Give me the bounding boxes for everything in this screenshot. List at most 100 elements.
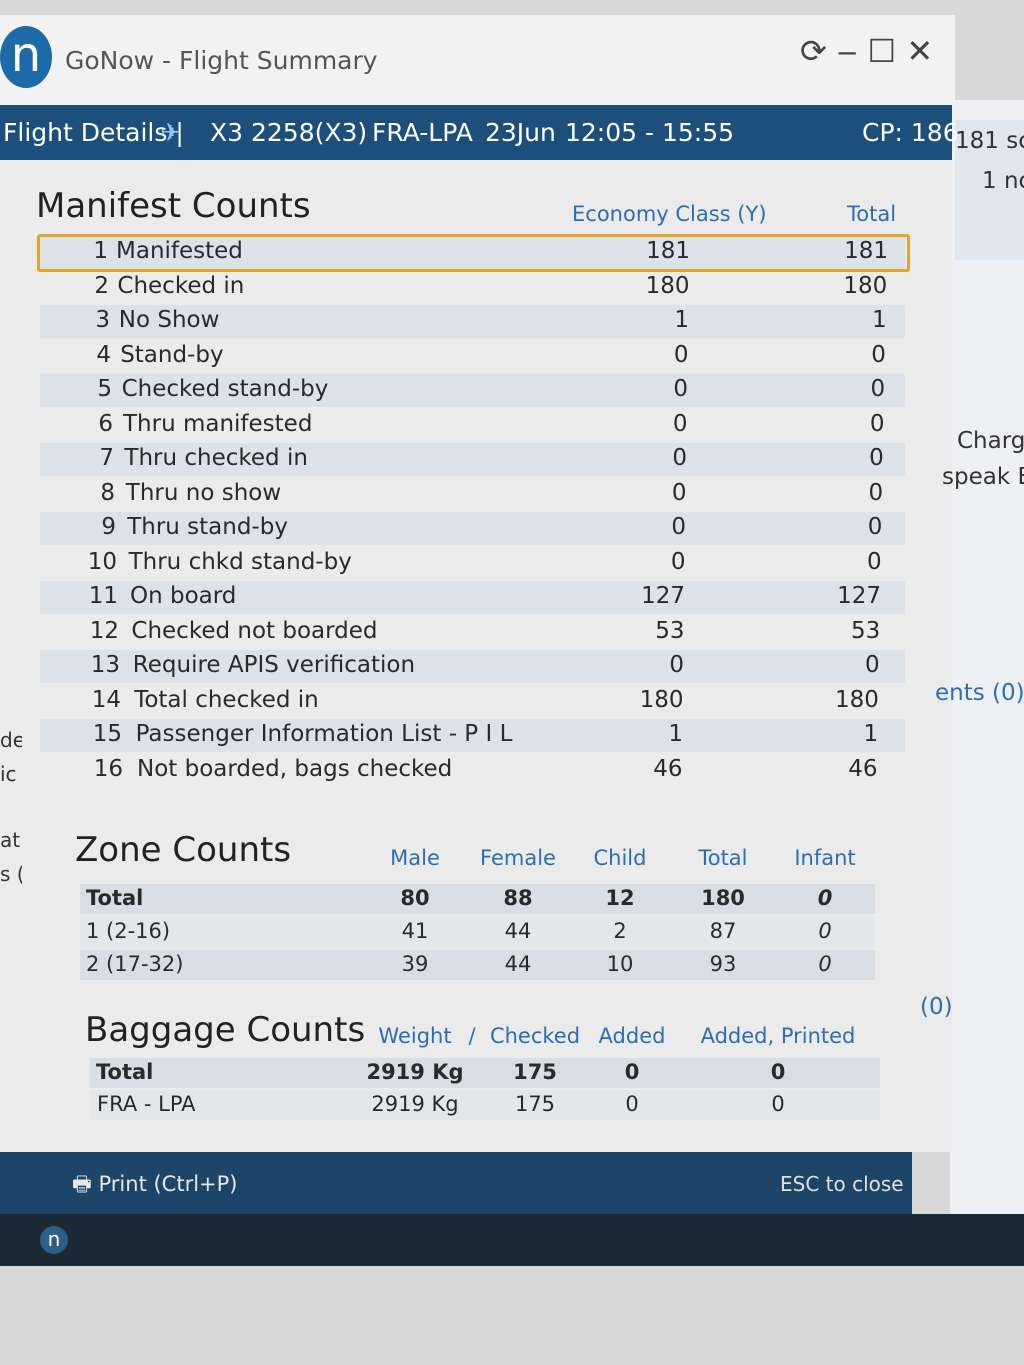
side-text: 1 nc <box>982 168 1024 194</box>
cell: 0 <box>818 919 832 943</box>
side-text: ents (0) <box>935 680 1024 706</box>
header-label: Flight Details | <box>3 118 184 147</box>
cell: 0 <box>868 479 884 506</box>
cell: 181 <box>844 238 888 264</box>
cell: 1 <box>863 721 879 747</box>
column-header: Female <box>480 846 556 870</box>
cell: 0 <box>870 376 886 402</box>
side-text: speak E <box>942 464 1024 490</box>
cell: 10 <box>606 952 634 976</box>
cell: 0 <box>624 1060 640 1084</box>
cell: 0 <box>817 886 833 910</box>
row-band <box>40 650 905 683</box>
column-header: Child <box>593 846 647 870</box>
cell: 180 <box>639 686 684 713</box>
column-header: Total <box>847 202 897 226</box>
side-text: ic <box>0 762 17 786</box>
cell: 44 <box>504 952 532 976</box>
side-text: at <box>0 828 21 852</box>
row-highlight <box>37 234 910 272</box>
side-text: s ( <box>0 862 22 886</box>
cell: 0 <box>673 376 688 402</box>
cell: 2 <box>613 919 627 943</box>
cell: 0 <box>871 341 886 368</box>
row-label: Not boarded, bags checked <box>137 755 453 782</box>
cell: 0 <box>869 445 884 471</box>
close-hint[interactable]: ESC to close <box>780 1172 904 1196</box>
title-bar <box>0 15 955 105</box>
cell: 0 <box>671 514 686 540</box>
side-text: (0) <box>920 994 953 1020</box>
cell: 180 <box>843 272 888 299</box>
column-header: Checked <box>489 1024 581 1048</box>
cell: 46 <box>653 755 683 782</box>
row-band <box>80 917 875 947</box>
row-number: 13 <box>90 652 120 678</box>
cell: 93 <box>709 952 737 976</box>
cell: 0 <box>625 1092 639 1116</box>
cell: 1 <box>668 721 683 747</box>
cell: 88 <box>503 886 533 910</box>
row-band <box>40 719 905 752</box>
airline-icon: ✈ <box>160 118 181 147</box>
row-number: 14 <box>91 686 121 713</box>
column-header: Total <box>698 846 748 870</box>
cell: 87 <box>709 919 737 943</box>
cell: 127 <box>641 583 685 609</box>
print-label[interactable]: Print (Ctrl+P) <box>98 1172 238 1196</box>
taskbar-icon[interactable]: n <box>40 1226 68 1254</box>
cell: 180 <box>645 272 690 299</box>
route: FRA-LPA <box>372 118 473 147</box>
row-label: Thru checked in <box>124 445 308 471</box>
column-header: Infant <box>794 846 856 870</box>
row-number: 4 <box>96 341 111 368</box>
cell: 181 <box>646 238 690 264</box>
window-title: GoNow - Flight Summary <box>65 46 378 75</box>
row-label: Total checked in <box>134 686 319 713</box>
cell: 46 <box>848 755 878 782</box>
cell: 0 <box>864 652 880 678</box>
cell: 0 <box>672 410 688 437</box>
row-band <box>90 1090 880 1120</box>
desktop-right-bar <box>955 120 1024 260</box>
section-title: Zone Counts <box>75 830 292 870</box>
row-label: Thru manifested <box>123 410 313 437</box>
desktop-right <box>950 100 1024 1215</box>
row-number: 8 <box>100 479 115 506</box>
row-label: On board <box>130 583 237 609</box>
row-band <box>80 950 875 980</box>
row-number: 16 <box>93 755 123 782</box>
cell: 0 <box>770 1060 786 1084</box>
row-label: Thru stand-by <box>127 514 288 540</box>
row-number: 5 <box>97 376 112 402</box>
cell: 180 <box>701 886 745 910</box>
row-label: 2 (17-32) <box>86 952 184 976</box>
side-text: de <box>0 728 22 752</box>
section-title: Baggage Counts <box>85 1010 366 1050</box>
side-text: Charg <box>957 428 1024 454</box>
cell: 44 <box>504 919 532 943</box>
cell: 80 <box>400 886 430 910</box>
row-number: 12 <box>89 617 119 644</box>
print-button[interactable]: 🖶 Print (Ctrl+P) <box>72 1172 238 1196</box>
column-header: Weight <box>378 1024 452 1048</box>
cp: CP: 186 <box>862 118 959 147</box>
row-label: No Show <box>118 307 220 333</box>
column-header: Added <box>598 1024 666 1048</box>
cell: 53 <box>655 617 685 644</box>
row-band <box>40 581 905 614</box>
row-label: Total <box>86 886 144 910</box>
row-label: 1 (2-16) <box>86 919 171 943</box>
window-controls[interactable]: ⟳ ‒ ☐ ✕ <box>800 32 934 70</box>
row-band <box>90 1058 880 1088</box>
row-band <box>40 374 905 407</box>
row-label: Checked stand-by <box>121 376 329 402</box>
logo: n <box>0 26 52 88</box>
column-header: Added, Printed <box>700 1024 856 1048</box>
row-label: Thru chkd stand-by <box>128 548 352 575</box>
column-header: Economy Class (Y) <box>572 202 767 226</box>
cell: 0 <box>671 479 687 506</box>
cell: 0 <box>869 410 885 437</box>
row-label: Checked not boarded <box>131 617 378 644</box>
